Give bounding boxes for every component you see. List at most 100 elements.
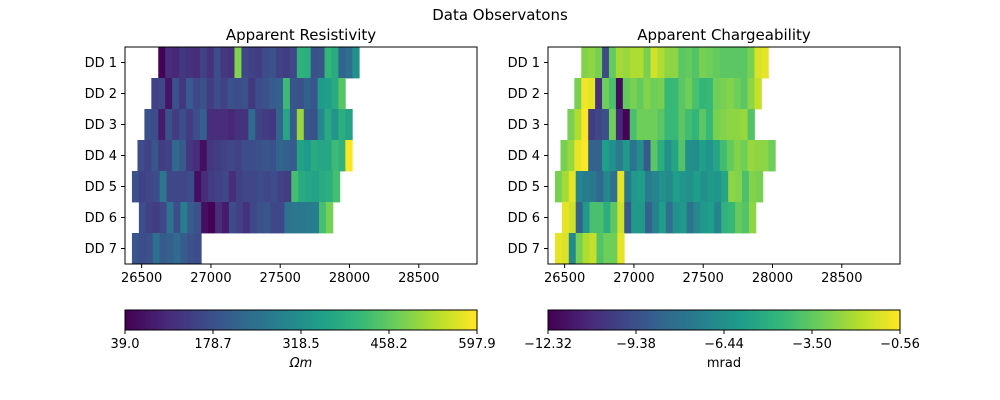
heatmap-cell — [575, 171, 584, 203]
heatmap-cell — [284, 202, 292, 234]
heatmap-cell — [262, 109, 270, 141]
heatmap-cell — [324, 47, 332, 79]
heatmap-cell — [735, 171, 743, 203]
heatmap-cell — [152, 202, 161, 234]
colorbar-tick-label: −12.32 — [524, 337, 572, 352]
x-tick-label: 28000 — [329, 271, 370, 286]
colorbar-segment — [441, 310, 446, 330]
heatmap-cell — [650, 109, 658, 141]
resistivity-colorbar-label: Ωm — [289, 356, 313, 371]
colorbar-segment — [283, 310, 287, 330]
colorbar-segment — [633, 310, 637, 330]
heatmap-cell — [554, 233, 563, 265]
heatmap-cell — [312, 171, 320, 203]
heatmap-cell — [685, 47, 693, 79]
heatmap-cell — [324, 78, 332, 110]
heatmap-cell — [568, 171, 577, 203]
heatmap-cell — [554, 171, 563, 203]
heatmap-cell — [692, 140, 700, 172]
colorbar-segment — [218, 310, 223, 330]
colorbar-segment — [650, 310, 655, 330]
heatmap-cell — [719, 47, 728, 79]
heatmap-cell — [617, 233, 625, 265]
resistivity-title: Apparent Resistivity — [226, 26, 376, 44]
colorbar-tick-label: −9.38 — [616, 337, 656, 352]
heatmap-cell — [705, 47, 714, 79]
heatmap-cell — [705, 140, 714, 172]
heatmap-cell — [289, 78, 298, 110]
heatmap-cell — [582, 171, 590, 203]
colorbar-segment — [389, 310, 393, 330]
heatmap-cell — [185, 78, 194, 110]
colorbar-segment — [800, 310, 804, 330]
heatmap-cell — [719, 140, 728, 172]
colorbar-segment — [726, 310, 731, 330]
heatmap-cell — [561, 202, 570, 234]
heatmap-cell — [269, 78, 277, 110]
colorbar-segment — [835, 310, 839, 330]
heatmap-cell — [289, 140, 298, 172]
colorbar-segment — [233, 310, 237, 330]
heatmap-cell — [166, 171, 174, 203]
heatmap-cell — [692, 47, 700, 79]
heatmap-cell — [291, 202, 299, 234]
colorbar-segment — [724, 310, 728, 330]
heatmap-cell — [645, 202, 653, 234]
heatmap-cell — [699, 78, 707, 110]
colorbar-segment — [456, 310, 460, 330]
heatmap-cell — [678, 109, 686, 141]
heatmap-cell — [220, 78, 228, 110]
chargeability-colorbar-label: mrad — [707, 356, 741, 371]
heatmap-cell — [679, 171, 687, 203]
colorbar-segment — [142, 310, 147, 330]
heatmap-cell — [144, 109, 152, 141]
colorbar-segment — [151, 310, 155, 330]
colorbar-segment — [694, 310, 699, 330]
heatmap-cell — [568, 202, 577, 234]
heatmap-cell — [158, 78, 166, 110]
heatmap-cell — [733, 78, 742, 110]
heatmap-cell — [685, 78, 693, 110]
heatmap-cell — [665, 202, 674, 234]
heatmap-cell — [213, 47, 222, 79]
heatmap-cell — [754, 140, 762, 172]
heatmap-cell — [234, 78, 242, 110]
heatmap-cell — [581, 78, 589, 110]
colorbar-segment — [198, 310, 202, 330]
heatmap-cell — [650, 78, 658, 110]
heatmap-cell — [165, 47, 173, 79]
heatmap-cell — [595, 47, 603, 79]
colorbar-segment — [803, 310, 807, 330]
heatmap-cell — [296, 78, 305, 110]
heatmap-cell — [137, 140, 145, 172]
heatmap-cell — [262, 47, 270, 79]
colorbar-segment — [160, 310, 164, 330]
colorbar-segment — [336, 310, 340, 330]
colorbar-segment — [403, 310, 408, 330]
colorbar-segment — [318, 310, 323, 330]
heatmap-cell — [324, 140, 332, 172]
heatmap-cell — [728, 202, 736, 234]
heatmap-cell — [733, 109, 742, 141]
heatmap-cell — [270, 171, 278, 203]
colorbar-segment — [236, 310, 240, 330]
heatmap-cell — [657, 140, 665, 172]
colorbar-segment — [409, 310, 413, 330]
heatmap-cell — [588, 109, 596, 141]
colorbar-segment — [548, 310, 552, 330]
colorbar-segment — [210, 310, 214, 330]
heatmap-cell — [187, 171, 195, 203]
colorbar-segment — [627, 310, 631, 330]
colorbar-segment — [858, 310, 863, 330]
heatmap-cell — [277, 171, 285, 203]
heatmap-cell — [220, 109, 228, 141]
heatmap-cell — [742, 202, 750, 234]
x-tick-label: 27000 — [190, 271, 231, 286]
heatmap-cell — [664, 78, 672, 110]
heatmap-cell — [574, 78, 582, 110]
heatmap-cell — [255, 78, 263, 110]
x-tick-label: 26500 — [121, 271, 162, 286]
colorbar-segment — [242, 310, 246, 330]
heatmap-cell — [192, 47, 201, 79]
heatmap-cell — [693, 202, 701, 234]
